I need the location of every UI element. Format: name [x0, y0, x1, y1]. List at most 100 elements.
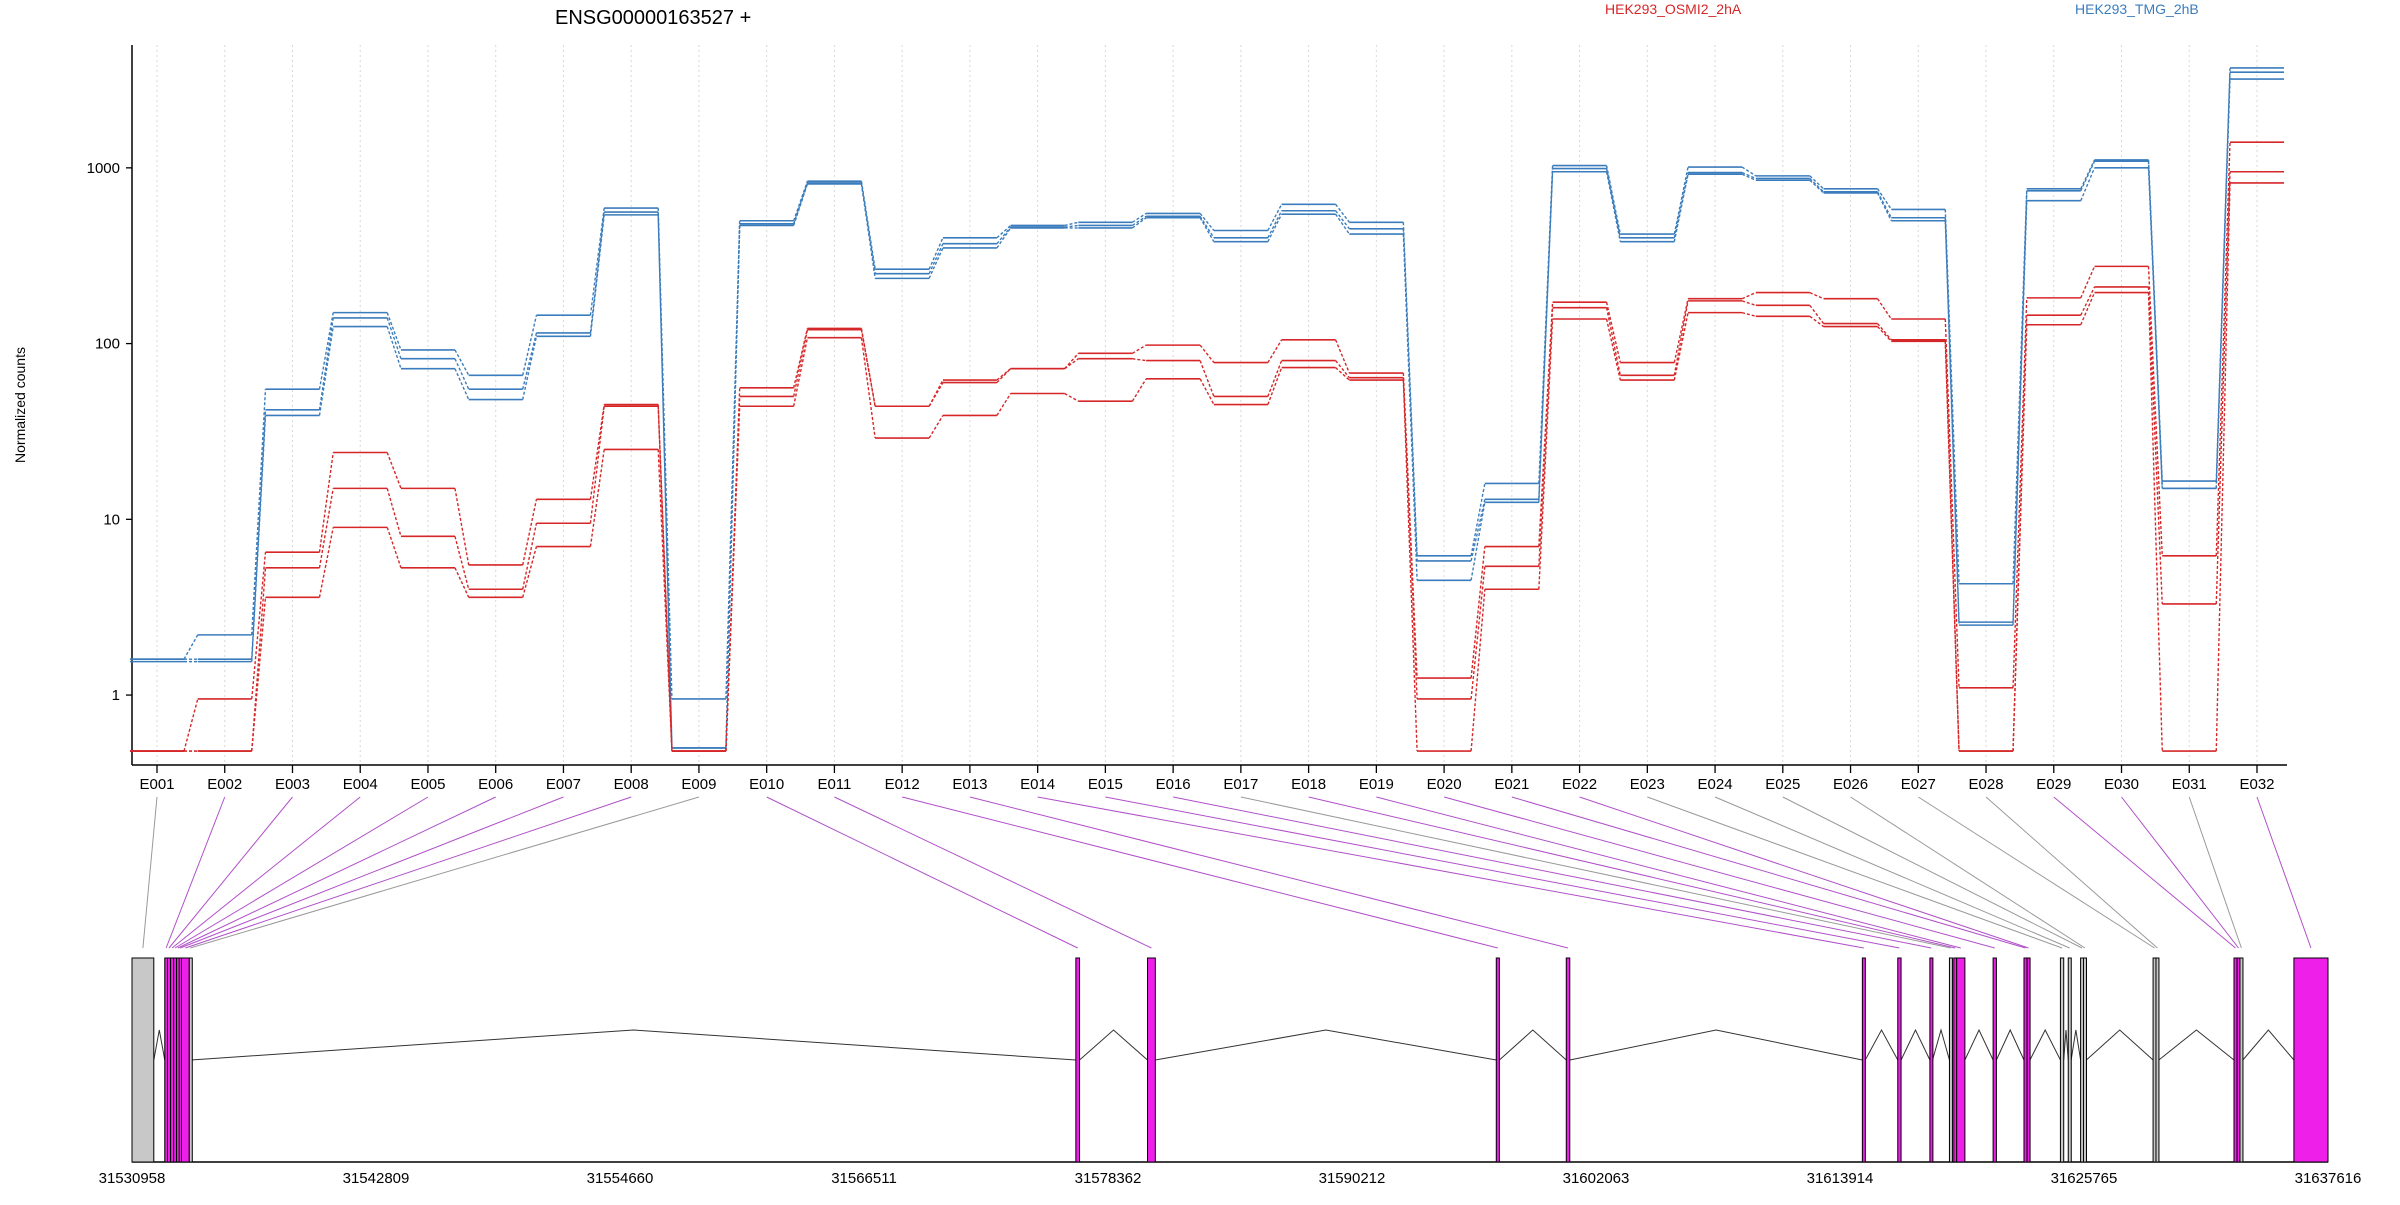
chart-title: ENSG00000163527 + [555, 7, 751, 29]
exon-box [1075, 957, 1081, 1163]
connector-line [996, 393, 1012, 416]
connector-line [454, 536, 470, 590]
intron-line [1079, 1029, 1148, 1061]
x-tick-label: E014 [1020, 776, 1055, 793]
connector-line [2215, 79, 2231, 489]
connector-line [1741, 291, 1757, 300]
connector-line [928, 382, 944, 407]
connector-line [1605, 171, 1622, 242]
exon-box [1146, 957, 1156, 1163]
exon-box [188, 957, 193, 1163]
connector-line [1538, 171, 1554, 503]
exon-box [1929, 957, 1934, 1163]
connector-line [386, 312, 402, 351]
genomic-tick-label: 31566511 [831, 1170, 897, 1187]
x-tick-label: E022 [1562, 776, 1597, 793]
legend-entry-tmg: HEK293_TMG_2hB [2075, 1, 2199, 17]
connector-line [2147, 286, 2163, 604]
x-tick-label: E001 [139, 776, 174, 793]
connector-line [2012, 324, 2028, 752]
connector-line [1064, 392, 1079, 402]
connector-line [1809, 315, 1824, 328]
x-tick-label: E003 [275, 776, 310, 793]
connector-line [1944, 217, 1960, 623]
connector-line [1402, 234, 1418, 581]
exon-link-line [1918, 796, 2155, 949]
connector-line [318, 326, 334, 416]
x-tick-label: E021 [1494, 776, 1529, 793]
connector-line [1673, 172, 1689, 238]
connector-line [2012, 297, 2028, 688]
y-tick-label: 1 [112, 687, 120, 704]
connector-line [1267, 367, 1283, 405]
connector-line [928, 247, 944, 279]
genomic-tick-label: 31637616 [2295, 1170, 2362, 1187]
connector-line [928, 415, 944, 439]
connector-line [1877, 323, 1892, 341]
x-tick-label: E025 [1765, 776, 1800, 793]
connector-line [1809, 177, 1825, 193]
connector-line [2147, 292, 2163, 752]
connector-line [1673, 298, 1689, 363]
connector-line [1334, 339, 1351, 374]
connector-line [1131, 378, 1147, 402]
connector-line [1673, 174, 1689, 242]
intron-line [1499, 1029, 1567, 1061]
connector-line [860, 337, 876, 439]
exon-link-layer [142, 796, 2312, 949]
connector-line [522, 523, 538, 590]
connector-line [183, 698, 199, 752]
connector-line [318, 312, 334, 390]
connector-line [2080, 159, 2096, 190]
connector-line [1605, 318, 1622, 381]
connector-line [1470, 502, 1486, 581]
connector-line [657, 212, 673, 748]
connector-line [928, 379, 944, 407]
x-tick-label: E007 [546, 776, 581, 793]
exon-box [1565, 957, 1571, 1163]
series-hek293_tmg_2hb [130, 78, 2284, 749]
connector-line [1673, 300, 1689, 376]
x-tick-label: E032 [2239, 776, 2274, 793]
connector-line [1876, 191, 1892, 219]
x-tick-label: E030 [2104, 776, 2139, 793]
connector-line [1605, 307, 1622, 376]
connector-line [1199, 213, 1215, 231]
connector-line [1470, 589, 1486, 752]
connector-line [792, 329, 809, 397]
connector-line [1673, 166, 1689, 235]
connector-line [1876, 298, 1892, 320]
x-tick-label: E020 [1427, 776, 1462, 793]
exon-link-line [1037, 796, 1864, 949]
connector-line [386, 326, 402, 369]
connector-line [1741, 171, 1757, 180]
connector-line [996, 227, 1012, 249]
intron-line [1864, 1028, 1899, 1061]
exon-link-line [174, 796, 429, 949]
y-tick-label: 1000 [87, 160, 120, 177]
connector-line [386, 527, 402, 569]
connector-line [1335, 360, 1350, 379]
legend-entry-osmi2: HEK293_OSMI2_2hA [1605, 1, 1742, 17]
connector-line [1199, 215, 1215, 239]
connector-line [1470, 546, 1486, 679]
connector-line [251, 409, 267, 660]
connector-line [1605, 302, 1622, 363]
genomic-tick-label: 31625765 [2051, 1170, 2118, 1187]
connector-line [2147, 266, 2163, 556]
x-tick-label: E015 [1088, 776, 1123, 793]
exon-box [2155, 957, 2160, 1163]
connector-line [1267, 213, 1283, 243]
intron-line [2086, 1029, 2154, 1061]
connector-line [1809, 291, 1824, 300]
connector-line [1876, 192, 1892, 222]
x-tick-label: E013 [952, 776, 987, 793]
connector-line [1944, 318, 1960, 688]
connector-line [1538, 168, 1554, 500]
intron-line [2029, 1028, 2061, 1061]
series-layer [130, 67, 2284, 752]
connector-line [1741, 166, 1757, 177]
exon-link-line [1850, 796, 2086, 949]
connector-line [318, 452, 334, 553]
connector-line [1809, 304, 1825, 324]
